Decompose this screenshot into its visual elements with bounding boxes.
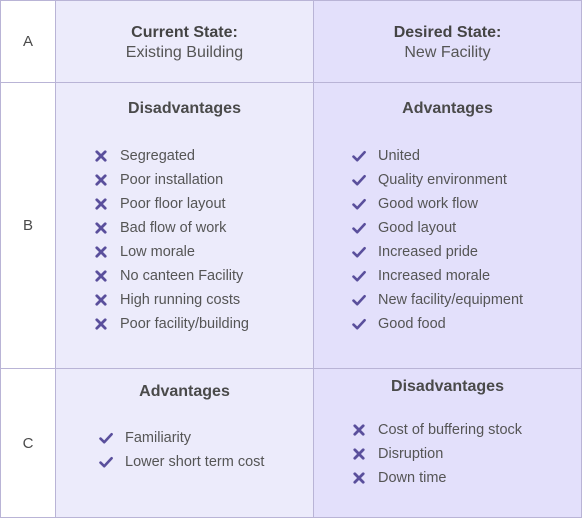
header-desired-state: Desired State: New Facility bbox=[313, 1, 581, 82]
list-item-label: Quality environment bbox=[378, 172, 507, 188]
list-item-label: Cost of buffering stock bbox=[378, 422, 523, 438]
check-icon bbox=[352, 269, 366, 283]
desired-state-subtitle: New Facility bbox=[404, 44, 491, 61]
list-item-label: Increased pride bbox=[378, 244, 478, 260]
desired-advantages-title: Advantages bbox=[402, 100, 493, 117]
list-item: Poor floor layout bbox=[94, 192, 249, 216]
list-item-label: Good layout bbox=[378, 220, 457, 236]
list-item: Low morale bbox=[94, 240, 249, 264]
list-item-label: Poor floor layout bbox=[120, 196, 226, 212]
list-item: Disruption bbox=[352, 442, 522, 466]
check-icon bbox=[352, 173, 366, 187]
list-item-label: Low morale bbox=[120, 244, 195, 260]
list-item-label: Poor facility/building bbox=[120, 316, 249, 332]
current-disadvantages-title: Disadvantages bbox=[128, 100, 241, 117]
list-item: Poor installation bbox=[94, 168, 249, 192]
list-item: Bad flow of work bbox=[94, 216, 249, 240]
list-item-label: New facility/equipment bbox=[378, 292, 524, 308]
row-label-a-text: A bbox=[22, 33, 33, 50]
check-icon bbox=[99, 431, 113, 445]
list-item: No canteen Facility bbox=[94, 264, 249, 288]
list-item: Increased morale bbox=[352, 264, 523, 288]
list-item: High running costs bbox=[94, 288, 249, 312]
list-item-label: Poor installation bbox=[120, 172, 224, 188]
list-item-label: Good work flow bbox=[378, 196, 478, 212]
list-item: Segregated bbox=[94, 144, 249, 168]
row-label-c: C bbox=[1, 368, 55, 517]
list-item-label: Increased morale bbox=[378, 268, 491, 284]
list-item: Quality environment bbox=[352, 168, 523, 192]
header-current-state: Current State: Existing Building bbox=[55, 1, 313, 82]
list-item: Good layout bbox=[352, 216, 523, 240]
check-icon bbox=[99, 455, 113, 469]
current-state-title: Current State: bbox=[131, 24, 238, 41]
cross-icon bbox=[94, 317, 108, 331]
list-item-label: Good food bbox=[378, 316, 446, 332]
list-item: New facility/equipment bbox=[352, 288, 523, 312]
current-advantages-title: Advantages bbox=[139, 383, 230, 400]
list-item: Increased pride bbox=[352, 240, 523, 264]
current-state-subtitle: Existing Building bbox=[125, 44, 244, 61]
list-item-label: High running costs bbox=[120, 292, 241, 308]
current-advantages-list: Familiarity Lower short term cost bbox=[99, 426, 264, 474]
list-item-label: Down time bbox=[378, 470, 447, 486]
list-item: Down time bbox=[352, 466, 522, 490]
cross-icon bbox=[352, 447, 366, 461]
list-item-label: Segregated bbox=[120, 148, 195, 164]
list-item: Poor facility/building bbox=[94, 312, 249, 336]
desired-disadvantages-title: Disadvantages bbox=[391, 378, 504, 395]
current-advantages-cell: Advantages Familiarity Lower short term c… bbox=[55, 368, 313, 517]
desired-state-title: Desired State: bbox=[393, 24, 502, 41]
check-icon bbox=[352, 149, 366, 163]
list-item: Familiarity bbox=[99, 426, 264, 450]
check-icon bbox=[352, 293, 366, 307]
desired-disadvantages-list: Cost of buffering stock Disruption Down ti… bbox=[352, 418, 522, 490]
check-icon bbox=[352, 197, 366, 211]
row-label-b: B bbox=[1, 82, 55, 368]
cross-icon bbox=[352, 471, 366, 485]
list-item-label: Familiarity bbox=[125, 430, 192, 446]
list-item-label: Lower short term cost bbox=[125, 454, 265, 470]
cross-icon bbox=[94, 293, 108, 307]
cross-icon bbox=[94, 221, 108, 235]
desired-advantages-cell: Advantages United Quality environment Good… bbox=[313, 82, 581, 368]
list-item-label: Disruption bbox=[378, 446, 444, 462]
check-icon bbox=[352, 221, 366, 235]
current-disadvantages-list: Segregated Poor installation Poor floor la… bbox=[94, 144, 249, 336]
row-label-c-text: C bbox=[22, 434, 34, 452]
check-icon bbox=[352, 245, 366, 259]
list-item-label: No canteen Facility bbox=[120, 268, 244, 284]
cross-icon bbox=[94, 197, 108, 211]
check-icon bbox=[352, 317, 366, 331]
list-item: Good food bbox=[352, 312, 523, 336]
list-item-label: Bad flow of work bbox=[120, 220, 227, 236]
row-label-b-text: B bbox=[22, 217, 33, 234]
list-item: Good work flow bbox=[352, 192, 523, 216]
row-label-a: A bbox=[1, 1, 55, 82]
list-item-label: United bbox=[378, 148, 420, 164]
current-disadvantages-cell: Disadvantages Segregated Poor installatio… bbox=[55, 82, 313, 368]
list-item: Lower short term cost bbox=[99, 450, 264, 474]
cross-icon bbox=[94, 245, 108, 259]
cross-icon bbox=[94, 149, 108, 163]
cross-icon bbox=[94, 173, 108, 187]
cross-icon bbox=[352, 423, 366, 437]
desired-advantages-list: United Quality environment Good work flow G… bbox=[352, 144, 523, 336]
list-item: Cost of buffering stock bbox=[352, 418, 522, 442]
desired-disadvantages-cell: Disadvantages Cost of buffering stock Dis… bbox=[313, 368, 581, 517]
list-item: United bbox=[352, 144, 523, 168]
cross-icon bbox=[94, 269, 108, 283]
